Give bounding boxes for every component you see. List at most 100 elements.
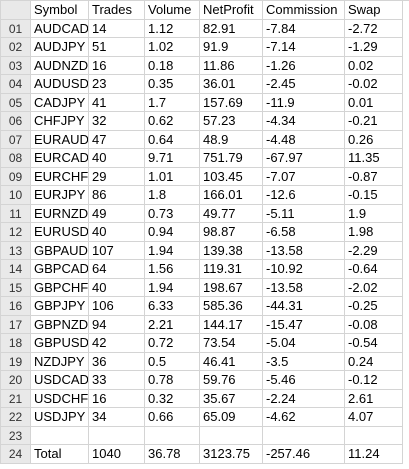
trades-cell[interactable]: 40 <box>89 223 145 242</box>
volume-cell[interactable]: 0.72 <box>145 334 200 353</box>
symbol-cell[interactable]: Total <box>31 445 89 464</box>
symbol-cell[interactable]: USDJPY <box>31 408 89 427</box>
volume-cell[interactable]: 36.78 <box>145 445 200 464</box>
netprofit-cell[interactable]: 3123.75 <box>200 445 263 464</box>
swap-cell[interactable]: -0.87 <box>345 167 403 186</box>
row-number[interactable]: 08 <box>1 149 31 168</box>
column-header-netprofit[interactable]: NetProfit <box>200 1 263 20</box>
row-number[interactable]: 07 <box>1 130 31 149</box>
trades-cell[interactable]: 106 <box>89 297 145 316</box>
symbol-cell[interactable]: GBPCAD <box>31 260 89 279</box>
symbol-cell[interactable] <box>31 426 89 445</box>
commission-cell[interactable]: -11.9 <box>263 93 345 112</box>
commission-cell[interactable]: -1.26 <box>263 56 345 75</box>
trades-cell[interactable]: 49 <box>89 204 145 223</box>
trades-cell[interactable]: 40 <box>89 278 145 297</box>
swap-cell[interactable] <box>345 426 403 445</box>
row-number[interactable]: 18 <box>1 334 31 353</box>
swap-cell[interactable]: 1.98 <box>345 223 403 242</box>
netprofit-cell[interactable]: 57.23 <box>200 112 263 131</box>
volume-cell[interactable]: 1.02 <box>145 38 200 57</box>
commission-cell[interactable]: -12.6 <box>263 186 345 205</box>
netprofit-cell[interactable]: 119.31 <box>200 260 263 279</box>
netprofit-cell[interactable]: 73.54 <box>200 334 263 353</box>
row-number[interactable]: 23 <box>1 426 31 445</box>
symbol-cell[interactable]: CHFJPY <box>31 112 89 131</box>
symbol-cell[interactable]: EURCHF <box>31 167 89 186</box>
commission-cell[interactable]: -4.62 <box>263 408 345 427</box>
commission-cell[interactable] <box>263 426 345 445</box>
row-number[interactable]: 11 <box>1 204 31 223</box>
volume-cell[interactable]: 0.35 <box>145 75 200 94</box>
netprofit-cell[interactable]: 82.91 <box>200 19 263 38</box>
symbol-cell[interactable]: EURUSD <box>31 223 89 242</box>
swap-cell[interactable]: -0.54 <box>345 334 403 353</box>
commission-cell[interactable]: -67.97 <box>263 149 345 168</box>
trades-cell[interactable]: 16 <box>89 389 145 408</box>
commission-cell[interactable]: -7.84 <box>263 19 345 38</box>
netprofit-cell[interactable] <box>200 426 263 445</box>
row-number[interactable]: 12 <box>1 223 31 242</box>
swap-cell[interactable]: 11.35 <box>345 149 403 168</box>
volume-cell[interactable]: 1.01 <box>145 167 200 186</box>
row-number[interactable]: 04 <box>1 75 31 94</box>
netprofit-cell[interactable]: 11.86 <box>200 56 263 75</box>
netprofit-cell[interactable]: 35.67 <box>200 389 263 408</box>
row-number[interactable]: 16 <box>1 297 31 316</box>
row-number[interactable]: 01 <box>1 19 31 38</box>
netprofit-cell[interactable]: 49.77 <box>200 204 263 223</box>
swap-cell[interactable]: 4.07 <box>345 408 403 427</box>
volume-cell[interactable]: 0.94 <box>145 223 200 242</box>
commission-cell[interactable]: -2.45 <box>263 75 345 94</box>
symbol-cell[interactable]: GBPNZD <box>31 315 89 334</box>
volume-cell[interactable]: 9.71 <box>145 149 200 168</box>
row-number[interactable]: 19 <box>1 352 31 371</box>
corner-header[interactable] <box>1 1 31 20</box>
trades-cell[interactable]: 1040 <box>89 445 145 464</box>
swap-cell[interactable]: -0.21 <box>345 112 403 131</box>
column-header-swap[interactable]: Swap <box>345 1 403 20</box>
row-number[interactable]: 14 <box>1 260 31 279</box>
symbol-cell[interactable]: AUDJPY <box>31 38 89 57</box>
trades-cell[interactable]: 36 <box>89 352 145 371</box>
symbol-cell[interactable]: EURNZD <box>31 204 89 223</box>
volume-cell[interactable]: 1.7 <box>145 93 200 112</box>
volume-cell[interactable]: 0.64 <box>145 130 200 149</box>
symbol-cell[interactable]: USDCAD <box>31 371 89 390</box>
volume-cell[interactable]: 1.94 <box>145 278 200 297</box>
volume-cell[interactable]: 0.32 <box>145 389 200 408</box>
volume-cell[interactable]: 0.78 <box>145 371 200 390</box>
row-number[interactable]: 09 <box>1 167 31 186</box>
netprofit-cell[interactable]: 46.41 <box>200 352 263 371</box>
row-number[interactable]: 05 <box>1 93 31 112</box>
trades-cell[interactable]: 64 <box>89 260 145 279</box>
swap-cell[interactable]: 0.26 <box>345 130 403 149</box>
netprofit-cell[interactable]: 585.36 <box>200 297 263 316</box>
symbol-cell[interactable]: AUDCAD <box>31 19 89 38</box>
swap-cell[interactable]: -0.02 <box>345 75 403 94</box>
trades-cell[interactable]: 86 <box>89 186 145 205</box>
swap-cell[interactable]: -0.64 <box>345 260 403 279</box>
column-header-trades[interactable]: Trades <box>89 1 145 20</box>
netprofit-cell[interactable]: 59.76 <box>200 371 263 390</box>
netprofit-cell[interactable]: 198.67 <box>200 278 263 297</box>
volume-cell[interactable]: 0.73 <box>145 204 200 223</box>
swap-cell[interactable]: 0.24 <box>345 352 403 371</box>
swap-cell[interactable]: 1.9 <box>345 204 403 223</box>
netprofit-cell[interactable]: 65.09 <box>200 408 263 427</box>
column-header-commission[interactable]: Commission <box>263 1 345 20</box>
swap-cell[interactable]: 0.02 <box>345 56 403 75</box>
swap-cell[interactable]: -0.25 <box>345 297 403 316</box>
volume-cell[interactable] <box>145 426 200 445</box>
swap-cell[interactable]: -0.08 <box>345 315 403 334</box>
symbol-cell[interactable]: AUDUSD <box>31 75 89 94</box>
trades-cell[interactable]: 47 <box>89 130 145 149</box>
commission-cell[interactable]: -6.58 <box>263 223 345 242</box>
swap-cell[interactable]: -0.12 <box>345 371 403 390</box>
volume-cell[interactable]: 1.94 <box>145 241 200 260</box>
commission-cell[interactable]: -7.07 <box>263 167 345 186</box>
netprofit-cell[interactable]: 139.38 <box>200 241 263 260</box>
netprofit-cell[interactable]: 36.01 <box>200 75 263 94</box>
symbol-cell[interactable]: EURAUD <box>31 130 89 149</box>
trades-cell[interactable]: 23 <box>89 75 145 94</box>
